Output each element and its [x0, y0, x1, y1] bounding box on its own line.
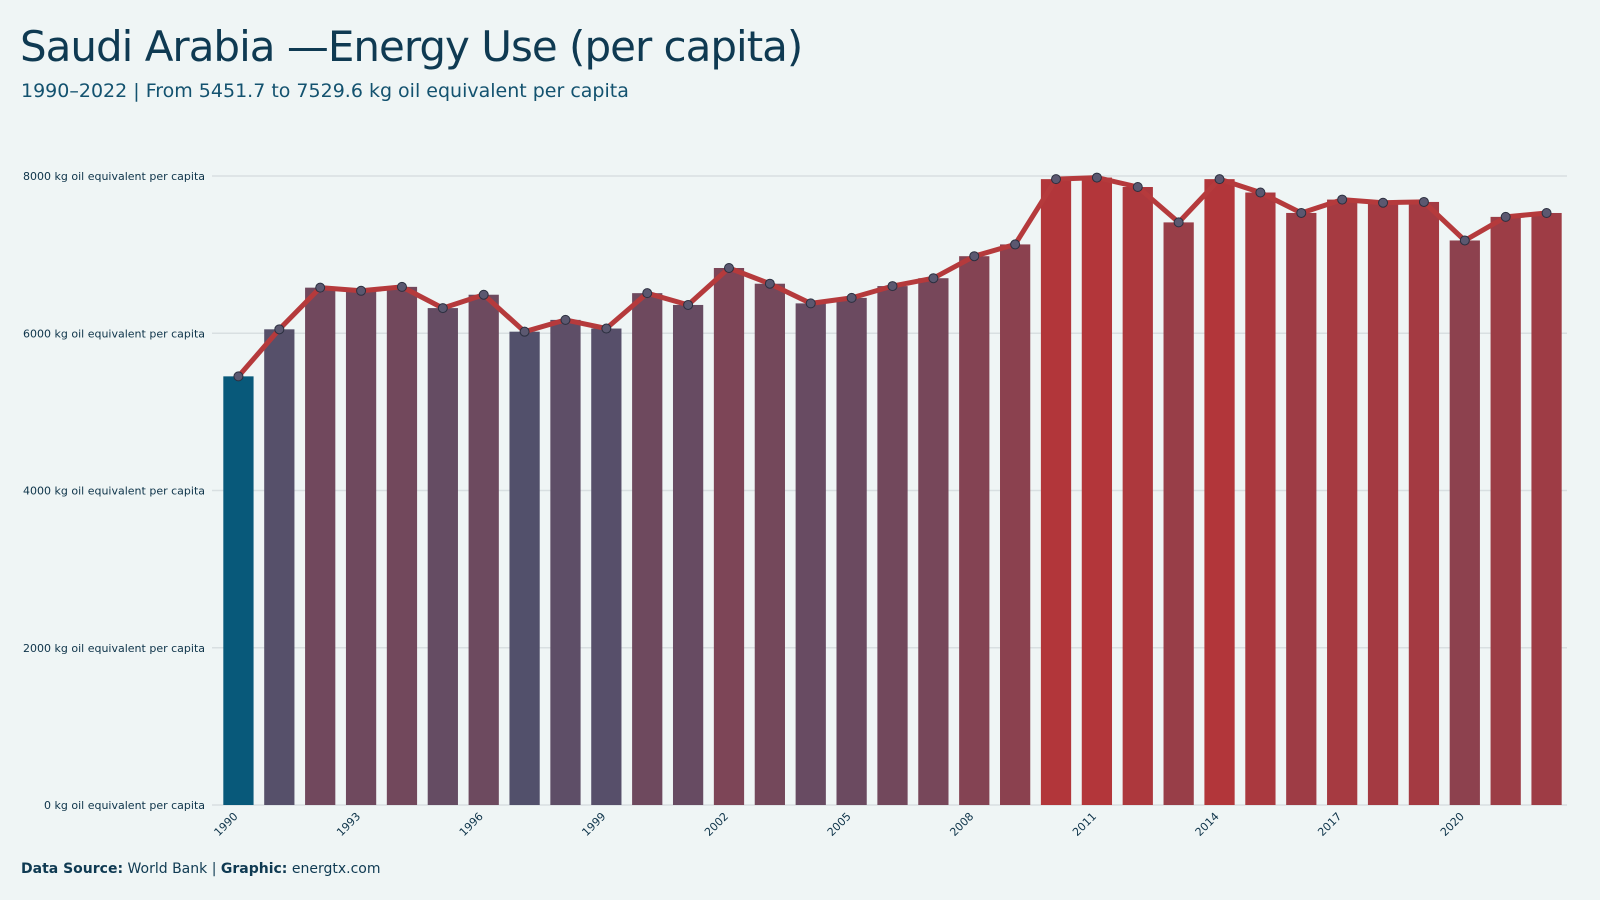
data-point: [764, 278, 775, 289]
data-point: [478, 289, 489, 300]
data-point: [1051, 174, 1062, 185]
bar: [754, 283, 785, 805]
bar: [305, 287, 336, 806]
data-point: [1500, 211, 1511, 222]
data-point: [1091, 172, 1102, 183]
graphic-label: Graphic:: [220, 861, 288, 877]
data-point: [274, 324, 285, 335]
data-point: [1214, 174, 1225, 185]
data-point: [315, 282, 326, 293]
source-value: World Bank: [127, 861, 208, 877]
data-point: [1378, 197, 1389, 208]
data-point: [396, 281, 407, 292]
x-tick-label: 1999: [579, 810, 608, 839]
data-point: [601, 323, 612, 334]
y-tick-label: 2000 kg oil equivalent per capita: [23, 642, 205, 655]
bar: [877, 286, 908, 805]
bar: [795, 303, 826, 805]
bar: [1286, 212, 1317, 806]
footer: Data Source: World Bank | Graphic: energ…: [21, 861, 380, 877]
bar: [836, 297, 867, 805]
bar: [345, 290, 377, 806]
data-point: [887, 281, 898, 292]
bar: [713, 267, 745, 806]
data-point: [805, 298, 816, 309]
bar: [1531, 212, 1562, 805]
graphic-value: energtx.com: [291, 861, 381, 877]
bar: [468, 294, 499, 805]
x-tick-label: 2005: [825, 810, 854, 839]
bar: [1449, 240, 1480, 805]
data-point: [1296, 207, 1307, 218]
data-point: [356, 285, 367, 296]
data-point: [1541, 207, 1552, 218]
x-axis-ticks: 1990 1993 1996 1999 2002 2005 2008 2011 2014 2017…: [212, 810, 1467, 839]
x-tick-label: 2020: [1438, 810, 1467, 839]
y-tick-label: 4000 kg oil equivalent per capita: [23, 485, 205, 498]
chart-title: Saudi Arabia —Energy Use (per capita): [20, 22, 803, 71]
bars: [223, 177, 1562, 806]
data-point: [1173, 217, 1184, 228]
bar: [1040, 179, 1072, 805]
data-point: [928, 273, 939, 284]
x-tick-label: 2014: [1193, 810, 1222, 839]
bar: [264, 329, 295, 805]
bar: [591, 328, 622, 805]
bar: [509, 331, 540, 805]
data-point: [233, 371, 244, 382]
footer-separator: |: [211, 861, 217, 877]
bar: [632, 293, 663, 805]
x-tick-label: 2002: [702, 810, 731, 839]
bar: [1245, 192, 1276, 806]
data-point: [519, 326, 530, 337]
data-point: [1337, 194, 1348, 205]
bar: [1408, 201, 1440, 806]
data-point: [1132, 182, 1143, 193]
y-tick-label: 6000 kg oil equivalent per capita: [23, 327, 205, 340]
bar: [959, 256, 990, 805]
data-point: [642, 288, 653, 299]
data-point: [1459, 235, 1470, 246]
source-label: Data Source:: [21, 861, 124, 877]
bar: [427, 308, 458, 805]
bar: [386, 286, 418, 806]
x-tick-label: 2008: [947, 810, 976, 839]
data-point: [723, 262, 734, 273]
data-point: [846, 292, 857, 303]
bar: [1367, 202, 1399, 806]
bar: [1163, 222, 1194, 806]
x-tick-label: 1990: [212, 810, 241, 839]
bar: [550, 319, 581, 805]
y-axis-ticks: 0 kg oil equivalent per capita 2000 kg oi…: [23, 170, 205, 812]
x-tick-label: 1993: [334, 810, 363, 839]
data-point: [1418, 196, 1429, 207]
points: [233, 172, 1552, 382]
bar: [1490, 216, 1521, 805]
bar: [1000, 244, 1031, 805]
data-point: [1010, 239, 1021, 250]
data-point: [683, 299, 694, 310]
x-tick-label: 1996: [457, 810, 486, 839]
data-point: [437, 303, 448, 314]
bar: [1081, 177, 1113, 805]
data-point: [560, 314, 571, 325]
y-tick-label: 0 kg oil equivalent per capita: [44, 799, 205, 812]
bar: [1122, 187, 1153, 805]
bar: [1327, 199, 1358, 805]
bar: [223, 376, 254, 805]
chart-subtitle: 1990–2022 | From 5451.7 to 7529.6 kg oil…: [21, 80, 629, 102]
x-tick-label: 2017: [1315, 810, 1344, 839]
data-point: [1255, 187, 1266, 198]
x-tick-label: 2011: [1070, 810, 1099, 839]
y-tick-label: 8000 kg oil equivalent per capita: [23, 170, 205, 183]
data-point: [969, 251, 980, 262]
bar: [918, 278, 949, 805]
bar: [1204, 179, 1235, 805]
bar: [672, 304, 704, 805]
